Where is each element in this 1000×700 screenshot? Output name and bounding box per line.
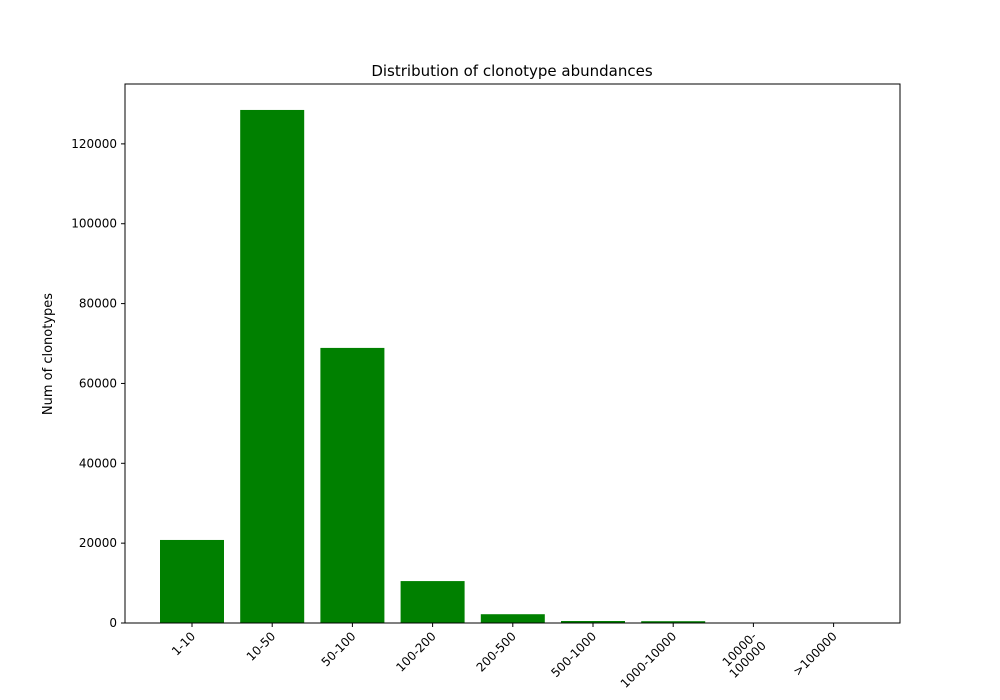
bar-4: [480, 614, 545, 623]
x-tick-label-8: >100000: [790, 629, 839, 678]
y-tick-label-5: 100000: [71, 217, 117, 231]
x-tick-label-6: 1000-10000: [618, 629, 680, 691]
x-tick-label-0: 1-10: [169, 629, 198, 658]
x-tick-label-2: 50-100: [319, 629, 359, 669]
y-ticks-group: 0 20000 40000 60000 80000 100000 120000: [71, 137, 125, 630]
y-tick-label-2: 40000: [79, 456, 117, 470]
bar-6: [641, 621, 706, 623]
y-tick-label-3: 60000: [79, 376, 117, 390]
y-tick-label-0: 0: [109, 616, 117, 630]
y-tick-label-4: 80000: [79, 297, 117, 311]
bar-0: [160, 539, 224, 623]
x-tick-label-1: 10-50: [244, 629, 279, 664]
bar-3: [400, 581, 465, 623]
bar-5: [561, 621, 625, 623]
x-tick-label-7: 10000-100000: [717, 629, 769, 681]
x-tick-label-5: 500-1000: [548, 629, 599, 680]
y-tick-label-1: 20000: [79, 536, 117, 550]
plot-frame: [124, 83, 901, 624]
chart-title: Distribution of clonotype abundances: [371, 62, 652, 80]
x-tick-label-3: 100-200: [393, 629, 438, 674]
x-ticks-group: 1-10 10-50 50-100 100-200 200-500 500-1000 100…: [169, 623, 840, 691]
bar-1: [240, 109, 305, 624]
bar-2: [320, 347, 385, 623]
y-tick-label-6: 120000: [71, 137, 117, 151]
y-axis-label: Num of clonotypes: [41, 293, 56, 415]
bars-group: [160, 109, 706, 624]
x-tick-label-4: 200-500: [474, 629, 519, 674]
